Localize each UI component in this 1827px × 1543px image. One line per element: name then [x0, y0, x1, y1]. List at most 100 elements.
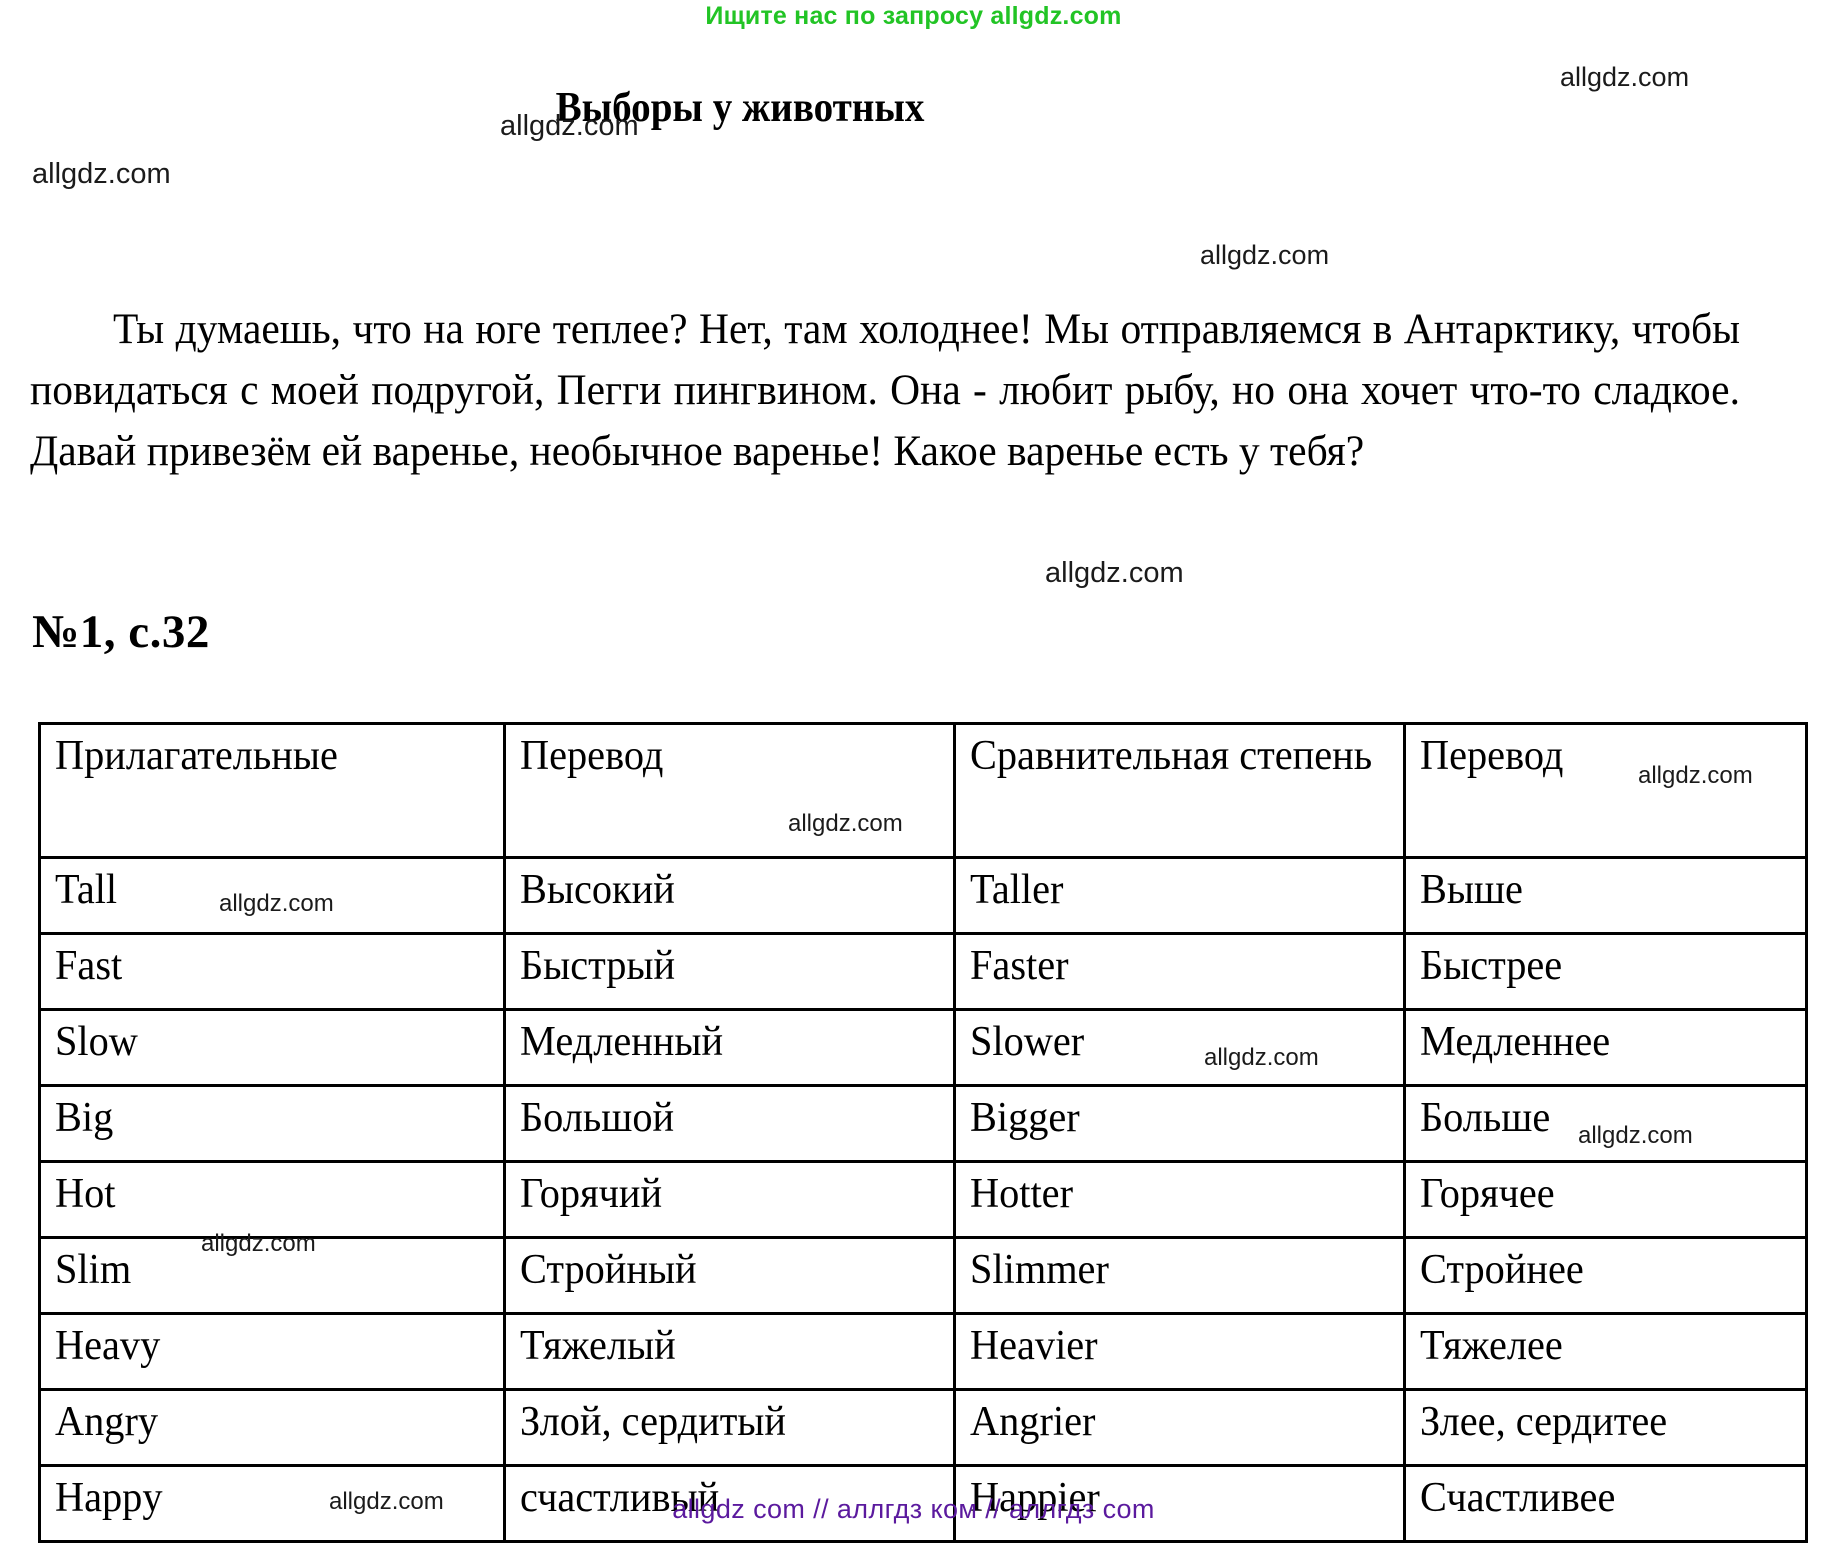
comparative-translation-label: Злее, сердитее [1420, 1399, 1668, 1445]
comparative-translation-label: Больше [1420, 1095, 1551, 1141]
translation-label: Злой, сердитый [520, 1399, 786, 1445]
watermark-title-right: allgdz.com [1560, 62, 1690, 92]
translation-label: Медленный [520, 1019, 724, 1065]
cell-comparative-translation: Больше allgdz.com [1403, 1084, 1808, 1163]
cell-adjective: Angry [38, 1388, 506, 1467]
cell-adjective: Big [38, 1084, 506, 1163]
table-row: Slim allgdz.com Стройный Slimmer Стройне… [38, 1230, 1808, 1315]
table-row: Slow Медленный Slower allgdz.com Медленн… [38, 1008, 1808, 1087]
comparative-translation-label: Медленнее [1420, 1019, 1611, 1065]
watermark-below-paragraph: allgdz.com [1045, 557, 1184, 589]
footer-banner: allgdz com // аллгдз ком // аллгдз com [672, 1494, 1155, 1524]
table-header-cell-translation: Перевод allgdz.com [503, 722, 956, 859]
table-row: Big Большой Bigger Больше allgdz.com [38, 1084, 1808, 1163]
translation-label: Большой [520, 1095, 675, 1141]
comparative-translation-label: Быстрее [1420, 943, 1563, 989]
comparative-translation-label: Выше [1420, 867, 1523, 913]
adjective-label: Tall [55, 867, 118, 913]
vocabulary-table-container: Прилагательные Перевод allgdz.com Сравни… [38, 722, 1808, 1543]
cell-comparative-translation: Выше [1403, 856, 1808, 935]
cell-translation: Злой, сердитый [503, 1388, 956, 1467]
cell-comparative: Slimmer [953, 1236, 1406, 1315]
comparative-translation-label: Тяжелее [1420, 1323, 1563, 1369]
comparative-label: Happier [970, 1475, 1100, 1521]
comparative-label: Slimmer [970, 1247, 1109, 1293]
adjective-label: Slow [55, 1019, 138, 1065]
table-row: Fast Быстрый Faster Быстрее [38, 932, 1808, 1011]
cell-adjective: Slow [38, 1008, 506, 1087]
comparative-label: Hotter [970, 1171, 1074, 1217]
cell-translation: счастливый [503, 1464, 956, 1543]
header-label-translation: Перевод [520, 733, 664, 779]
cell-comparative: Angrier [953, 1388, 1406, 1467]
table-header-cell-comparative-translation: Перевод allgdz.com [1403, 722, 1808, 859]
table-row: Heavy Тяжелый Heavier Тяжелее [38, 1312, 1808, 1391]
table-row: Angry Злой, сердитый Angrier Злее, серди… [38, 1388, 1808, 1467]
watermark-row-slower: allgdz.com [1204, 1044, 1319, 1071]
cell-comparative: Bigger [953, 1084, 1406, 1163]
translation-label: Тяжелый [520, 1323, 676, 1369]
watermark-above-paragraph: allgdz.com [1200, 240, 1330, 270]
translation-label: Стройный [520, 1247, 697, 1293]
vocabulary-table: Прилагательные Перевод allgdz.com Сравни… [38, 722, 1808, 1543]
table-row: Tall allgdz.com Высокий Taller Выше [38, 856, 1808, 935]
comparative-label: Angrier [970, 1399, 1096, 1445]
watermark-row-bolshe: allgdz.com [1578, 1122, 1693, 1149]
header-label-comparative: Сравнительная степень [970, 733, 1373, 779]
cell-translation: Быстрый [503, 932, 956, 1011]
adjective-label: Big [55, 1095, 114, 1141]
translation-label: счастливый [520, 1475, 720, 1521]
watermark-row-tall: allgdz.com [219, 890, 334, 917]
comparative-label: Faster [970, 943, 1069, 989]
cell-comparative-translation: Счастливее [1403, 1464, 1808, 1543]
adjective-label: Heavy [55, 1323, 161, 1369]
comparative-translation-label: Счастливее [1420, 1475, 1616, 1521]
header-label-adjectives: Прилагательные [55, 733, 338, 779]
adjective-label: Fast [55, 943, 123, 989]
cell-adjective: Hot [38, 1160, 506, 1239]
cell-comparative: Slower allgdz.com [953, 1008, 1406, 1087]
adjective-label: Slim [55, 1247, 132, 1293]
cell-translation: Тяжелый [503, 1312, 956, 1391]
watermark-header-col2: allgdz.com [788, 810, 903, 837]
comparative-label: Bigger [970, 1095, 1080, 1141]
comparative-label: Heavier [970, 1323, 1098, 1369]
table-header-cell-comparative: Сравнительная степень [953, 722, 1406, 859]
adjective-label: Hot [55, 1171, 116, 1217]
cell-comparative-translation: Горячее [1403, 1160, 1808, 1239]
cell-comparative-translation: Злее, сердитее [1403, 1388, 1808, 1467]
cell-translation: Большой [503, 1084, 956, 1163]
cell-adjective: Fast [38, 932, 506, 1011]
comparative-translation-label: Горячее [1420, 1171, 1555, 1217]
watermark-left-margin: allgdz.com [32, 158, 171, 190]
cell-comparative-translation: Медленнее [1403, 1008, 1808, 1087]
lesson-paragraph: Ты думаешь, что на юге теплее? Нет, там … [30, 306, 1740, 475]
cell-comparative-translation: Быстрее [1403, 932, 1808, 1011]
cell-adjective: Heavy [38, 1312, 506, 1391]
cell-translation: Высокий [503, 856, 956, 935]
cell-adjective: Slim allgdz.com [38, 1230, 506, 1315]
comparative-translation-label: Стройнее [1420, 1247, 1584, 1293]
cell-adjective: Tall allgdz.com [38, 856, 506, 935]
table-row: Hot Горячий Hotter Горячее [38, 1160, 1808, 1239]
page-title: Выборы у животных [555, 85, 925, 132]
comparative-label: Taller [970, 867, 1064, 913]
table-header-row: Прилагательные Перевод allgdz.com Сравни… [38, 722, 1808, 859]
translation-label: Горячий [520, 1171, 663, 1217]
table-header-cell-adjectives: Прилагательные [38, 722, 506, 859]
adjective-label: Happy [55, 1475, 163, 1521]
cell-comparative: Faster [953, 932, 1406, 1011]
comparative-label: Slower [970, 1019, 1085, 1065]
header-label-comparative-translation: Перевод [1420, 733, 1564, 779]
cell-translation: Горячий [503, 1160, 956, 1239]
translation-label: Высокий [520, 867, 675, 913]
cell-comparative: Hotter [953, 1160, 1406, 1239]
exercise-heading: №1, с.32 [32, 606, 210, 658]
cell-comparative: Taller [953, 856, 1406, 935]
watermark-header-col4: allgdz.com [1638, 762, 1753, 789]
cell-comparative: Heavier [953, 1312, 1406, 1391]
translation-label: Быстрый [520, 943, 676, 989]
cell-translation: Стройный [503, 1236, 956, 1315]
cell-translation: Медленный [503, 1008, 956, 1087]
promo-banner: Ищите нас по запросу allgdz.com [705, 2, 1122, 30]
